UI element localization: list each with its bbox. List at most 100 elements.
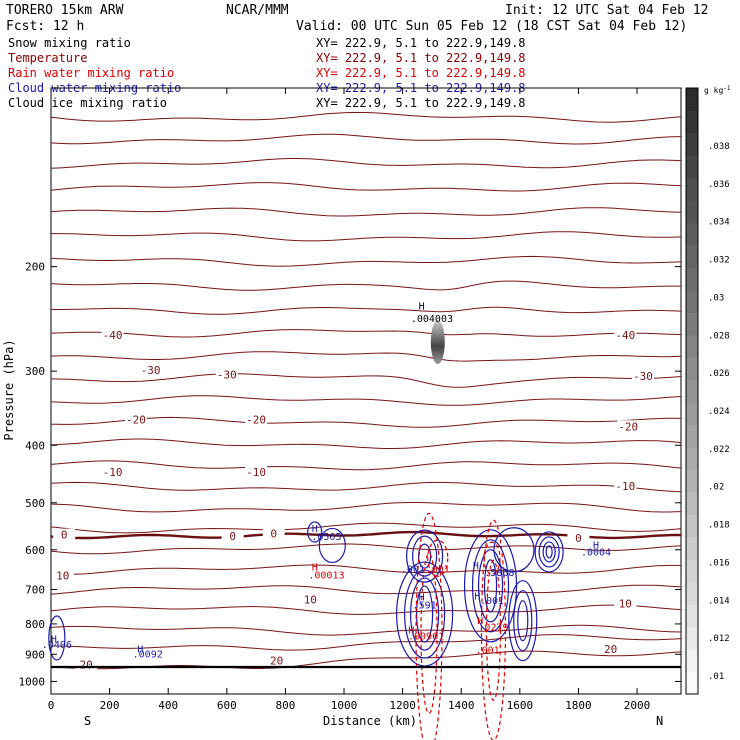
y-tick-label: 800 <box>25 618 45 631</box>
isotherm-line <box>50 280 682 291</box>
model-title: TORERO 15km ARW <box>6 3 124 18</box>
x-tick-label: 200 <box>100 699 120 712</box>
cloud-water-contour <box>477 549 504 623</box>
isotherm-label-bg <box>245 413 268 426</box>
x-tick-label: 1600 <box>507 699 534 712</box>
isotherm-label-bg <box>614 329 637 342</box>
rain-water-contour <box>483 541 501 575</box>
valid-time: Valid: 00 UTC Sun 05 Feb 12 (18 CST Sat … <box>296 19 687 34</box>
colorbar-tick-label: .036 <box>708 180 730 190</box>
header: TORERO 15km ARW NCAR/MMM Init: 12 UTC Sa… <box>6 3 709 34</box>
isotherm-line <box>50 502 682 513</box>
x-tick-label: 1200 <box>389 699 416 712</box>
maximum-value-label: .591 <box>413 600 437 611</box>
isotherm-label-bg <box>614 479 637 492</box>
isotherm-label-bg <box>53 528 76 541</box>
colorbar-swatch <box>686 559 698 583</box>
legend-temperature-name: Temperature <box>8 51 87 65</box>
colorbar-swatch <box>686 155 698 179</box>
colorbar-swatch <box>686 469 698 493</box>
cloud-water-contour <box>410 577 440 651</box>
y-tick-label: 200 <box>25 261 45 274</box>
isotherm-line <box>51 634 682 651</box>
field-legend: Snow mixing ratio XY= 222.9, 5.1 to 222.… <box>8 36 526 110</box>
colorbar-swatch <box>686 536 698 560</box>
maximum-value-label: .0279 <box>478 622 508 633</box>
temperature-contours <box>50 111 682 670</box>
colorbar-swatch <box>686 492 698 515</box>
colorbar-swatch <box>686 110 698 134</box>
x-tick-label: 1000 <box>331 699 358 712</box>
isotherm-line <box>50 564 681 576</box>
isotherm-label: -20 <box>126 413 146 426</box>
cloud-water-contour <box>412 535 438 577</box>
colorbar-swatch <box>686 88 698 111</box>
maximum-marker: H <box>593 540 599 551</box>
isotherm-label-bg <box>215 368 238 381</box>
isotherm-line <box>50 207 682 217</box>
isotherm-line <box>50 460 682 471</box>
y-axis-label: Pressure (hPa) <box>2 339 16 440</box>
maximum-value-label: .001 <box>476 646 500 657</box>
cloud-water-contour <box>48 615 66 661</box>
isotherm-label: 20 <box>604 643 617 656</box>
maximum-value-label: .5868 <box>484 568 514 579</box>
cloud-water-contour <box>545 545 553 559</box>
isotherm-line <box>50 255 682 267</box>
colorbar: g kg-1 .01 .012 .014 .016 .018 .02 .022 .024 .02… <box>685 85 731 695</box>
y-tick-label: 600 <box>25 544 45 557</box>
maximum-value-label: .001 <box>426 564 450 575</box>
maximum-marker: H <box>473 561 479 572</box>
maximum-value-label: .0406 <box>42 640 72 651</box>
isotherm-line <box>50 624 682 636</box>
colorbar-swatch <box>686 312 698 336</box>
cloud-water-contour <box>538 536 560 568</box>
maximum-value-label: .0004 <box>581 547 611 558</box>
colorbar-tick-label: .022 <box>708 445 730 455</box>
x-axis: 0 200 400 600 800 1000 1200 1400 1600 1800 2000 <box>48 88 650 712</box>
isotherm-label-bg <box>221 530 244 543</box>
isotherm-line <box>50 481 682 493</box>
isotherm-label: -30 <box>217 368 237 381</box>
colorbar-tick-label: .024 <box>708 407 730 417</box>
isotherm-label: -40 <box>615 329 635 342</box>
y-tick-label: 300 <box>25 365 45 378</box>
x-tick-label: 600 <box>217 699 237 712</box>
temperature-contour-labels: -40 -40 -30 -30 -30 -20 -20 -20 -10 -10 -10 0 0 0 0 10 1… <box>51 329 654 671</box>
x-axis-south-label: S <box>84 714 91 728</box>
colorbar-tick-label: .034 <box>708 218 730 228</box>
rain-water-contour <box>485 559 502 701</box>
isotherm-label: 20 <box>80 658 93 671</box>
isotherm-label-bg <box>599 642 622 655</box>
colorbar-swatch <box>686 222 698 246</box>
colorbar-tick-label: .014 <box>708 596 730 606</box>
legend-snow-name: Snow mixing ratio <box>8 36 131 50</box>
colorbar-swatch <box>686 514 698 538</box>
isotherm-label-bg <box>614 597 637 610</box>
isotherm-label: -10 <box>615 480 635 493</box>
maximum-marker: H <box>477 616 483 627</box>
colorbar-unit: g kg-1 <box>704 85 731 95</box>
isotherm-label: 0 <box>61 529 68 542</box>
isotherm-line <box>50 351 682 362</box>
isotherm-line <box>50 604 682 615</box>
colorbar-tick-label: .01 <box>708 672 724 682</box>
rain-water-contour <box>427 539 449 577</box>
maximum-value-label: .004003 <box>411 314 453 325</box>
forecast-hour: Fcst: 12 h <box>6 19 84 34</box>
cloud-water-contour <box>534 531 564 573</box>
y-tick-label: 900 <box>25 648 45 661</box>
maximum-marker: H <box>137 644 143 655</box>
y-tick-label: 1000 <box>19 675 46 688</box>
maximum-marker: H <box>419 301 425 312</box>
legend-snow-xy: XY= 222.9, 5.1 to 222.9,149.8 <box>316 36 526 50</box>
cloud-water-contour <box>517 600 529 642</box>
cloud-water-contour <box>406 529 444 583</box>
colorbar-tick-label: .03 <box>708 293 724 303</box>
isotherm-label-bg <box>139 364 162 377</box>
y-tick-label: 500 <box>25 497 45 510</box>
colorbar-frame <box>685 87 699 695</box>
isotherm-label: -10 <box>103 466 123 479</box>
isotherm-label: 0 <box>575 532 582 545</box>
rain-water-contour <box>480 519 507 740</box>
